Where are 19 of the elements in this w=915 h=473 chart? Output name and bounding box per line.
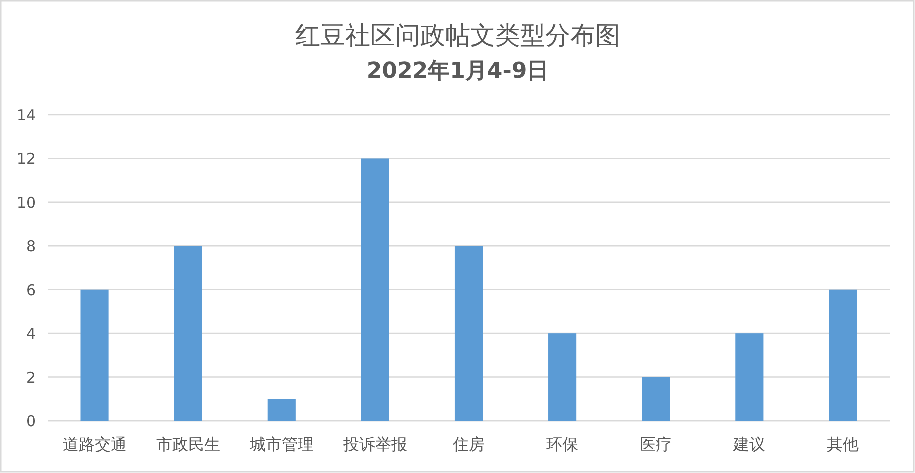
x-tick-label: 建议 bbox=[734, 435, 766, 454]
x-tick-label: 投诉举报 bbox=[343, 435, 408, 454]
x-tick-label: 医疗 bbox=[640, 435, 672, 454]
y-tick-label: 4 bbox=[26, 325, 36, 344]
x-tick-label: 道路交通 bbox=[62, 435, 127, 454]
x-tick-label: 环保 bbox=[546, 435, 579, 454]
y-tick-label: 14 bbox=[16, 106, 36, 124]
y-tick-label: 12 bbox=[16, 150, 36, 168]
y-tick-label: 8 bbox=[26, 238, 36, 256]
y-tick-label: 0 bbox=[26, 412, 36, 430]
x-tick-label: 城市管理 bbox=[250, 435, 314, 454]
x-tick-label: 其他 bbox=[827, 435, 860, 454]
title: 红豆社区问政帖文类型分布图 bbox=[296, 21, 620, 50]
y-tick-label: 2 bbox=[26, 368, 36, 387]
y-tick-label: 6 bbox=[26, 281, 36, 300]
x-tick-label: 住房 bbox=[453, 435, 485, 454]
y-tick-label: 10 bbox=[16, 194, 36, 212]
subtitle: 2022年1月4-9日 bbox=[366, 59, 550, 84]
x-tick-label: 市政民生 bbox=[156, 435, 220, 454]
